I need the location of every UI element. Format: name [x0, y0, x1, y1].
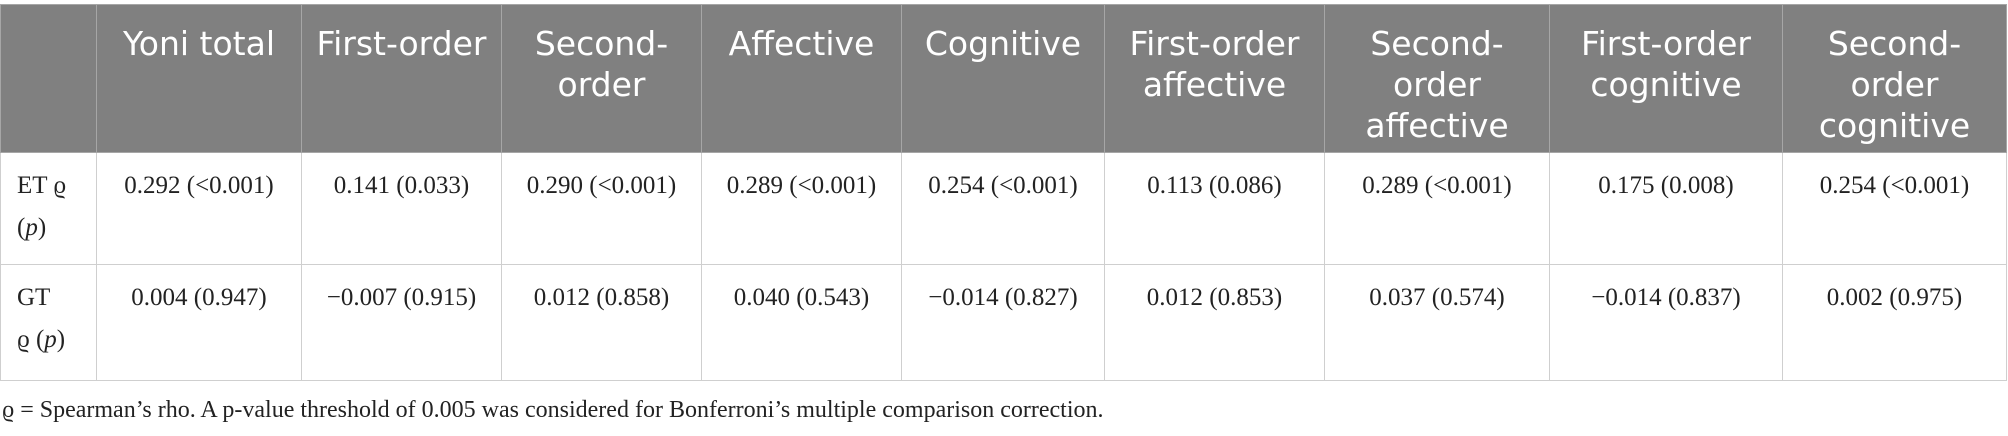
row-label-main: GT: [17, 284, 51, 311]
row-label-gt: GT ϱ (p): [0, 264, 97, 381]
header-second-order: Second-order: [501, 4, 702, 153]
table-cell: 0.004 (0.947): [96, 264, 302, 381]
table-cell: −0.014 (0.827): [901, 264, 1105, 381]
table-cell: 0.254 (<0.001): [1782, 152, 2007, 265]
table-cell: −0.014 (0.837): [1549, 264, 1783, 381]
header-yoni-total: Yoni total: [96, 4, 302, 153]
table-cell: 0.113 (0.086): [1104, 152, 1325, 265]
table-cell: 0.292 (<0.001): [96, 152, 302, 265]
row-label-main: ET ϱ: [17, 172, 67, 199]
header-cell-blank: [0, 4, 97, 153]
row-label-close: ): [56, 326, 66, 353]
header-affective: Affective: [701, 4, 902, 153]
table-row-et: ET ϱ (p) 0.292 (<0.001) 0.141 (0.033) 0.2…: [0, 152, 2007, 265]
table-cell: 0.254 (<0.001): [901, 152, 1105, 265]
row-label-p: p: [44, 326, 57, 353]
table-cell: 0.290 (<0.001): [501, 152, 702, 265]
table-cell: 0.012 (0.858): [501, 264, 702, 381]
header-second-order-cognitive: Second-order cognitive: [1782, 4, 2007, 153]
header-first-order: First-order: [301, 4, 502, 153]
table-cell: 0.040 (0.543): [701, 264, 902, 381]
header-cognitive: Cognitive: [901, 4, 1105, 153]
table-cell: −0.007 (0.915): [301, 264, 502, 381]
row-label-open: (: [17, 214, 26, 241]
table-cell: 0.141 (0.033): [301, 152, 502, 265]
table-cell: 0.175 (0.008): [1549, 152, 1783, 265]
correlation-table: Yoni total First-order Second-order Affe…: [0, 4, 2007, 381]
table-cell: 0.037 (0.574): [1324, 264, 1550, 381]
header-first-order-cognitive: First-order cognitive: [1549, 4, 1783, 153]
row-label-p: p: [25, 214, 38, 241]
header-second-order-affective: Second-order affective: [1324, 4, 1550, 153]
table-cell: 0.002 (0.975): [1782, 264, 2007, 381]
table-cell: 0.012 (0.853): [1104, 264, 1325, 381]
table-footnote: ϱ = Spearman’s rho. A p-value threshold …: [2, 397, 1104, 423]
row-label-close: ): [37, 214, 47, 241]
table-cell: 0.289 (<0.001): [1324, 152, 1550, 265]
row-label-et: ET ϱ (p): [0, 152, 97, 265]
row-label-open: ϱ (: [17, 326, 45, 353]
header-first-order-affective: First-order affective: [1104, 4, 1325, 153]
table-row-gt: GT ϱ (p) 0.004 (0.947) −0.007 (0.915) 0.0…: [0, 264, 2007, 381]
table-cell: 0.289 (<0.001): [701, 152, 902, 265]
header-row: Yoni total First-order Second-order Affe…: [0, 4, 2007, 153]
